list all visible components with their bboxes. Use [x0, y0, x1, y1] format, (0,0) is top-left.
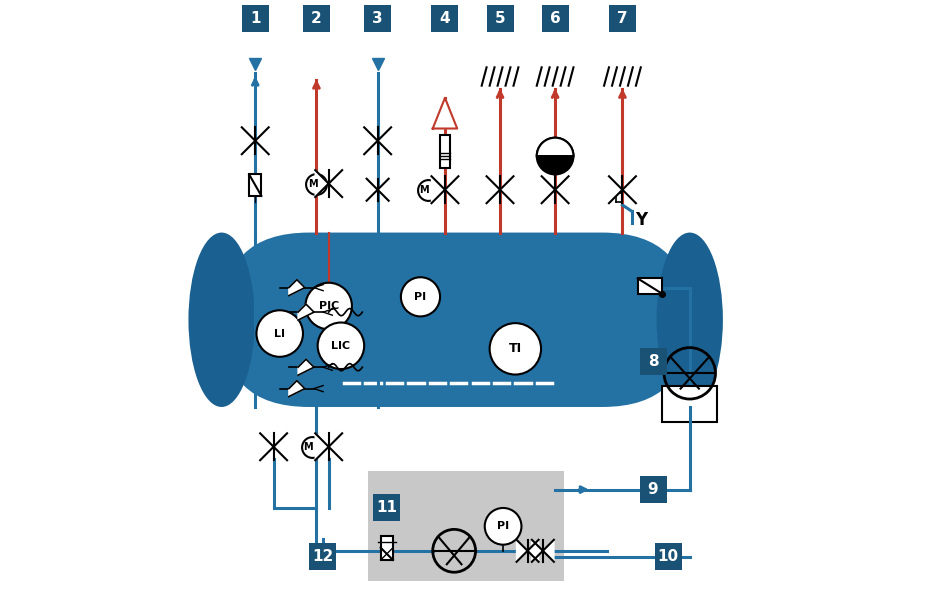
Polygon shape [255, 127, 268, 154]
Bar [380, 536, 393, 560]
Text: 12: 12 [312, 550, 333, 564]
Text: PI: PI [414, 292, 426, 302]
Text: M: M [419, 185, 429, 195]
Text: PIC: PIC [318, 301, 339, 311]
Polygon shape [499, 176, 513, 203]
Polygon shape [297, 304, 313, 320]
Polygon shape [329, 433, 342, 460]
Polygon shape [541, 176, 554, 203]
Text: 11: 11 [376, 501, 396, 515]
FancyBboxPatch shape [486, 5, 513, 32]
Circle shape [305, 283, 351, 329]
Bar [662, 386, 716, 422]
Polygon shape [297, 359, 313, 375]
Polygon shape [608, 176, 622, 203]
Polygon shape [542, 540, 553, 562]
Circle shape [317, 323, 363, 369]
FancyBboxPatch shape [309, 543, 336, 570]
Bar [249, 174, 261, 196]
Circle shape [489, 323, 541, 375]
Wedge shape [536, 138, 573, 156]
Text: 3: 3 [372, 11, 382, 26]
Text: 8: 8 [647, 354, 658, 368]
Ellipse shape [656, 233, 722, 407]
Text: 1: 1 [250, 11, 261, 26]
Text: 4: 4 [439, 11, 449, 26]
Text: 5: 5 [495, 11, 505, 26]
Polygon shape [260, 433, 274, 460]
FancyBboxPatch shape [242, 5, 268, 32]
FancyBboxPatch shape [368, 471, 564, 581]
FancyBboxPatch shape [639, 476, 666, 503]
FancyBboxPatch shape [221, 233, 689, 407]
Polygon shape [274, 433, 287, 460]
Text: 6: 6 [549, 11, 560, 26]
Polygon shape [531, 540, 542, 562]
Polygon shape [289, 280, 305, 296]
Text: LIC: LIC [331, 341, 350, 351]
FancyBboxPatch shape [654, 543, 681, 570]
FancyBboxPatch shape [541, 5, 568, 32]
Text: 2: 2 [311, 11, 322, 26]
Polygon shape [622, 176, 635, 203]
Circle shape [536, 138, 573, 174]
Polygon shape [445, 176, 458, 203]
Polygon shape [242, 127, 255, 154]
FancyBboxPatch shape [373, 494, 400, 521]
FancyBboxPatch shape [639, 348, 666, 375]
Polygon shape [289, 381, 305, 397]
Polygon shape [315, 170, 329, 197]
Text: LI: LI [274, 329, 285, 338]
Circle shape [484, 508, 521, 545]
FancyBboxPatch shape [303, 5, 329, 32]
Polygon shape [378, 179, 388, 201]
Text: 7: 7 [616, 11, 627, 26]
Text: TI: TI [508, 342, 521, 356]
Text: PI: PI [497, 521, 509, 531]
Circle shape [256, 310, 303, 357]
Text: Y: Y [634, 211, 646, 230]
Circle shape [400, 277, 440, 316]
Text: M: M [308, 179, 317, 188]
Polygon shape [363, 127, 378, 154]
Text: 10: 10 [657, 550, 678, 564]
Polygon shape [366, 179, 378, 201]
Text: M: M [303, 442, 312, 452]
Polygon shape [486, 176, 499, 203]
Polygon shape [329, 170, 342, 197]
FancyBboxPatch shape [608, 5, 635, 32]
Text: 9: 9 [647, 482, 658, 497]
Polygon shape [554, 176, 568, 203]
Ellipse shape [188, 233, 255, 407]
Polygon shape [527, 540, 538, 562]
Polygon shape [431, 176, 445, 203]
FancyBboxPatch shape [431, 5, 458, 32]
Polygon shape [378, 127, 391, 154]
Bar [637, 278, 662, 294]
FancyBboxPatch shape [363, 5, 391, 32]
Polygon shape [432, 98, 457, 129]
Bar [440, 135, 449, 168]
Polygon shape [516, 540, 527, 562]
Polygon shape [315, 433, 329, 460]
